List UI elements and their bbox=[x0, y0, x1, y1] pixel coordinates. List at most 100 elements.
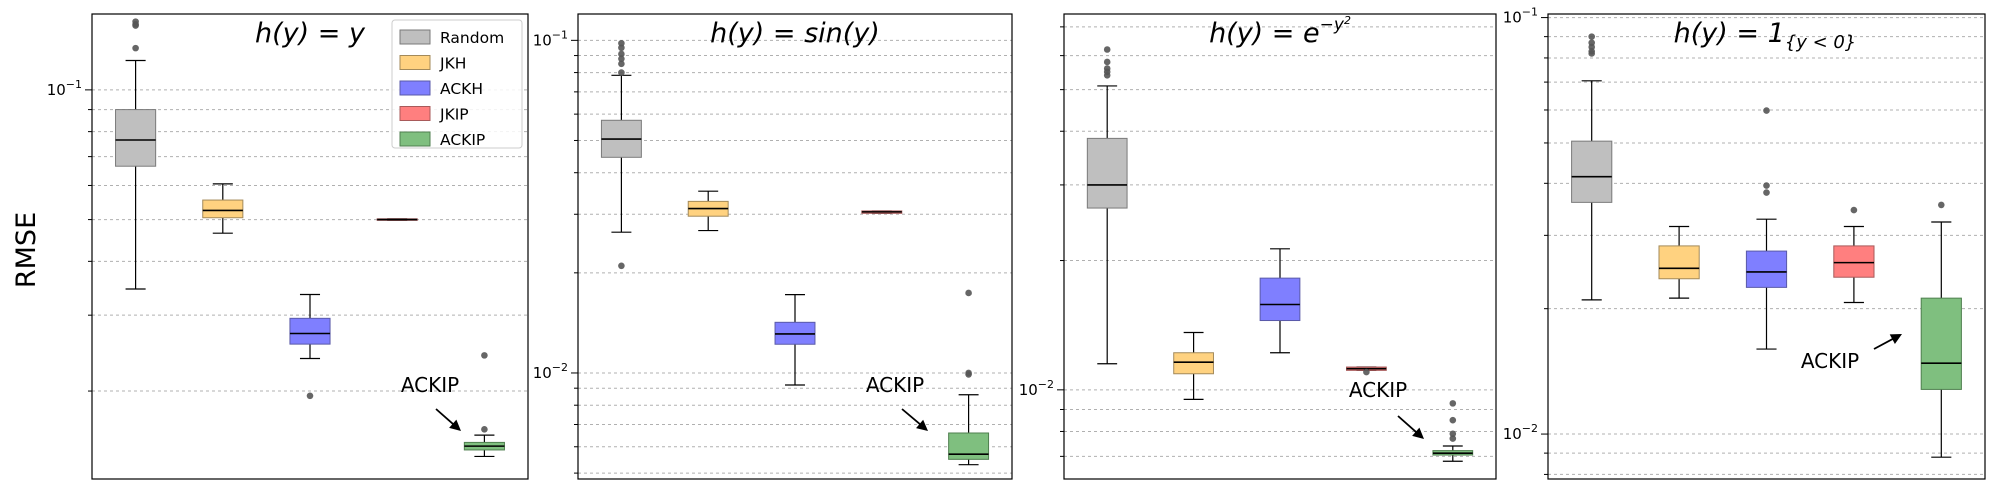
outlier-point bbox=[1103, 58, 1111, 66]
axes-frame bbox=[91, 13, 529, 480]
box-jkh bbox=[1173, 331, 1214, 401]
box-iqr bbox=[1259, 277, 1301, 322]
annotation-label: ACKIP bbox=[866, 373, 924, 397]
outlier-point bbox=[1763, 182, 1770, 189]
box-ackip bbox=[1920, 201, 1962, 458]
box-ackip bbox=[948, 289, 990, 466]
chart-panel-1: 10−1 h(y) = y ACKIP bbox=[47, 13, 529, 480]
annotation-label: ACKIP bbox=[401, 373, 459, 397]
legend-label: ACKIP bbox=[440, 131, 485, 149]
box-iqr bbox=[1920, 297, 1962, 390]
outlier-point bbox=[965, 289, 972, 297]
box-iqr bbox=[1571, 140, 1613, 203]
legend-label: JKIP bbox=[439, 106, 469, 124]
box-random bbox=[600, 39, 642, 270]
box-random bbox=[1571, 33, 1613, 301]
box-iqr bbox=[1833, 245, 1875, 278]
box-ackh bbox=[289, 293, 331, 400]
outlier-point bbox=[618, 55, 625, 63]
box-jkh bbox=[202, 183, 244, 234]
chart-title: h(y) = 1{y < 0} bbox=[1674, 18, 1857, 53]
chart-panel-2: 10−1 10−2 h(y) = sin(y) ACKIP bbox=[533, 13, 1013, 480]
y-tick-label: 10−1 bbox=[533, 28, 568, 49]
legend-swatch bbox=[399, 131, 431, 147]
box-iqr bbox=[1173, 352, 1214, 375]
box-jkip bbox=[1346, 366, 1387, 376]
y-tick-label: 10−2 bbox=[533, 361, 568, 382]
box-ackip bbox=[1432, 400, 1474, 462]
box-ackh bbox=[1259, 248, 1301, 354]
outlier-point bbox=[1938, 201, 1945, 209]
outlier-point bbox=[1763, 189, 1770, 196]
legend-swatch bbox=[399, 80, 431, 96]
axes-frame bbox=[577, 13, 1013, 480]
annotation-arrow-head bbox=[916, 419, 928, 431]
box-ackh bbox=[774, 294, 816, 386]
box-random bbox=[1086, 46, 1128, 365]
outlier-point bbox=[1449, 430, 1457, 438]
box-ackip bbox=[463, 352, 505, 458]
axes-frame bbox=[1547, 13, 1986, 480]
outlier-point bbox=[1449, 400, 1457, 407]
box-iqr bbox=[115, 109, 157, 167]
box-ackh bbox=[1745, 107, 1788, 350]
box-iqr bbox=[948, 432, 990, 460]
y-tick-label: 10−1 bbox=[1503, 6, 1538, 27]
outlier-point bbox=[965, 371, 972, 378]
legend-swatch bbox=[399, 29, 431, 45]
box-random bbox=[115, 18, 157, 290]
box-iqr bbox=[202, 199, 244, 219]
outlier-point bbox=[618, 262, 625, 270]
annotation-arrow-head bbox=[449, 419, 461, 431]
y-axis-label: RMSE bbox=[11, 212, 42, 288]
outlier-point bbox=[618, 50, 625, 58]
outlier-point bbox=[618, 69, 625, 76]
box-jkip bbox=[861, 210, 903, 214]
annotation-arrow-head bbox=[1889, 334, 1902, 345]
outlier-point bbox=[132, 44, 139, 52]
axes-frame bbox=[1063, 13, 1497, 480]
box-iqr bbox=[289, 317, 331, 345]
annotation-label: ACKIP bbox=[1801, 349, 1859, 373]
outlier-point bbox=[1588, 33, 1595, 40]
box-jkip bbox=[1833, 206, 1875, 304]
outlier-point bbox=[1449, 416, 1457, 424]
legend-swatch bbox=[399, 55, 431, 70]
outlier-point bbox=[132, 22, 139, 29]
chart-title: h(y) = e−y2 bbox=[1209, 14, 1351, 49]
y-tick-label: 10−2 bbox=[1503, 422, 1538, 443]
legend-swatch bbox=[399, 106, 431, 121]
box-iqr bbox=[1745, 250, 1788, 288]
outlier-point bbox=[481, 352, 488, 359]
box-iqr bbox=[1658, 245, 1700, 280]
outlier-point bbox=[481, 426, 488, 433]
outlier-point bbox=[618, 60, 625, 68]
outlier-point bbox=[1103, 46, 1111, 53]
outlier-point bbox=[1103, 71, 1111, 79]
annotation-arrow-head bbox=[1412, 427, 1424, 439]
panels: 10−1 h(y) = y ACKIP 10−1 10−2 h(y) = sin(y) AC… bbox=[47, 6, 1986, 480]
y-tick-label: 10−1 bbox=[47, 78, 82, 99]
chart-panel-4: 10−1 10−2 h(y) = 1{y < 0} ACKIP bbox=[1503, 6, 1986, 480]
box-iqr bbox=[1086, 137, 1128, 209]
box-jkip bbox=[376, 218, 418, 221]
chart-title: h(y) = y bbox=[255, 18, 366, 49]
outlier-point bbox=[1588, 50, 1595, 57]
outlier-point bbox=[618, 44, 625, 52]
annotation-label: ACKIP bbox=[1349, 378, 1407, 402]
outlier-point bbox=[306, 392, 314, 400]
legend-label: JKH bbox=[439, 55, 466, 73]
legend-label: ACKH bbox=[440, 80, 483, 98]
outlier-point bbox=[1363, 368, 1370, 376]
box-jkh bbox=[1658, 225, 1700, 299]
legend: Random JKH ACKH JKIP ACKIP bbox=[391, 19, 523, 149]
box-jkh bbox=[687, 190, 729, 232]
chart-panel-3: 10−2 h(y) = e−y2 ACKIP bbox=[1019, 13, 1497, 480]
legend-label: Random bbox=[440, 29, 504, 47]
outlier-point bbox=[1763, 107, 1770, 114]
chart-title: h(y) = sin(y) bbox=[710, 18, 880, 49]
outlier-point bbox=[1449, 435, 1457, 442]
y-tick-label: 10−2 bbox=[1019, 378, 1054, 399]
outlier-point bbox=[1850, 206, 1858, 214]
